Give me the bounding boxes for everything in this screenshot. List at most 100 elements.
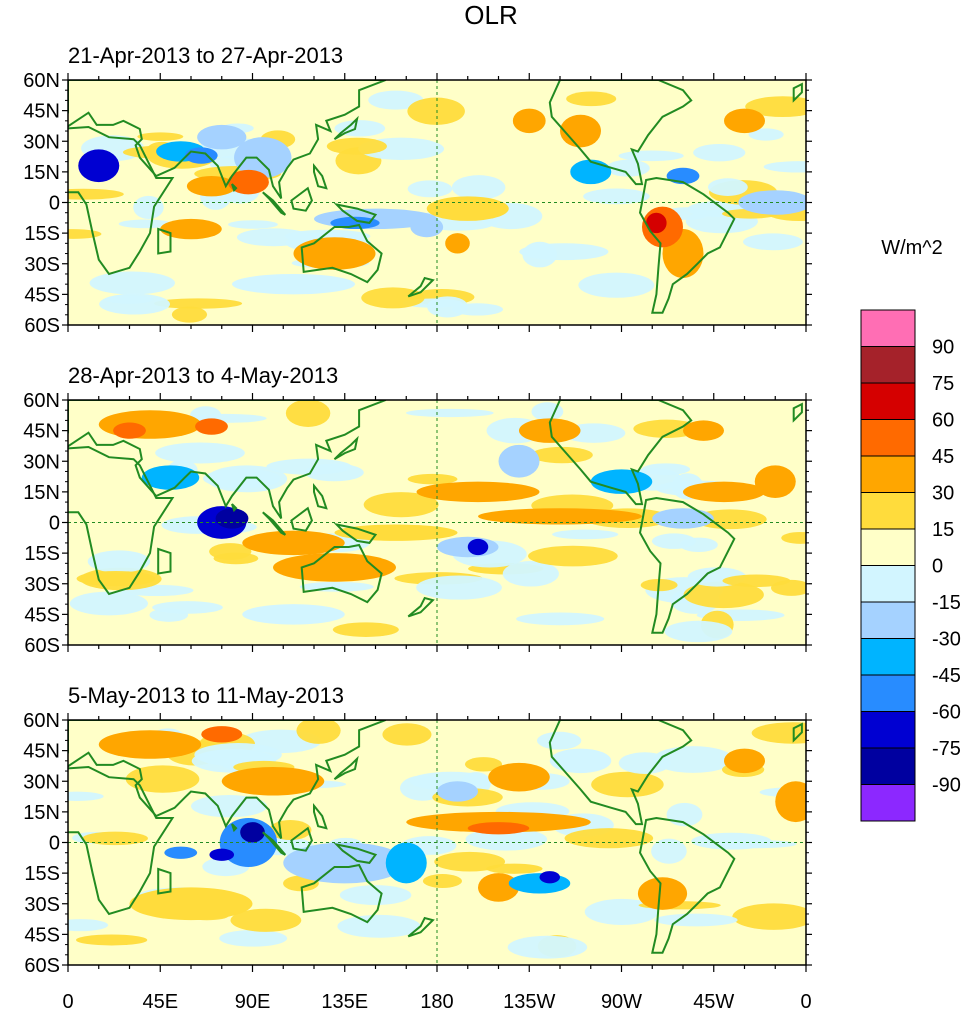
texture-cell xyxy=(536,731,582,750)
y-tick-label: 45S xyxy=(24,924,60,946)
panel-2-anomalies xyxy=(98,410,796,625)
y-tick-label: 30N xyxy=(23,131,60,153)
coastline xyxy=(157,227,172,255)
coastline xyxy=(313,162,328,190)
anomaly-region xyxy=(724,748,765,774)
coastline xyxy=(290,506,313,532)
texture-cell xyxy=(451,175,506,200)
texture-cell xyxy=(591,771,664,798)
colorbar-swatch xyxy=(860,711,916,749)
anomaly-region xyxy=(273,553,396,582)
colorbar-label: 45 xyxy=(932,446,954,468)
texture-cell xyxy=(332,622,399,637)
texture-cell xyxy=(516,612,605,626)
coastline xyxy=(231,503,238,513)
texture-cell xyxy=(745,96,806,118)
texture-cell xyxy=(578,272,655,298)
colorbar-label: -30 xyxy=(932,629,961,651)
coastline xyxy=(157,547,172,575)
colorbar-swatch xyxy=(860,492,916,530)
texture-cell xyxy=(337,914,421,938)
texture-cell xyxy=(69,591,148,616)
y-tick-label: 0 xyxy=(49,833,60,855)
coastline xyxy=(333,435,359,461)
coastline xyxy=(262,191,287,216)
texture-cell xyxy=(228,220,278,229)
anomaly-region xyxy=(478,508,642,525)
texture-cell xyxy=(618,150,684,162)
anomaly-region xyxy=(754,465,796,498)
anomaly-region xyxy=(98,730,202,759)
texture-cell xyxy=(434,851,506,872)
texture-cell xyxy=(564,828,654,849)
anomaly-region xyxy=(330,216,380,230)
coastline xyxy=(548,720,693,826)
texture-cell xyxy=(486,863,543,874)
anomaly-region xyxy=(160,218,222,240)
anomaly-region xyxy=(426,196,509,221)
panel-1: 21-Apr-2013 to 27-Apr-2013 60N 45N 30N 15N 0… xyxy=(23,43,812,337)
texture-cell xyxy=(531,402,564,421)
anomaly-region xyxy=(590,469,653,494)
anomaly-region xyxy=(549,748,612,774)
texture-cell xyxy=(89,271,175,295)
coastline xyxy=(333,202,378,224)
texture-cell xyxy=(530,446,593,464)
texture-cell xyxy=(363,492,439,518)
anomaly-region xyxy=(646,212,667,234)
colorbar-swatch xyxy=(860,601,916,639)
panel-2: 28-Apr-2013 to 4-May-2013 60N 45N 30N 15N 0 1… xyxy=(23,363,812,657)
coastline xyxy=(638,176,736,314)
texture-cell xyxy=(664,620,733,643)
anomaly-region xyxy=(201,726,243,743)
anomaly-region xyxy=(141,465,200,490)
anomaly-region xyxy=(539,871,560,884)
anomaly-region xyxy=(416,481,540,503)
colorbar-label: -15 xyxy=(932,592,961,614)
x-tick-label: 135E xyxy=(321,991,368,1013)
colorbar-swatch xyxy=(860,309,916,347)
anomaly-region xyxy=(283,842,407,884)
anomaly-region xyxy=(232,273,355,295)
colorbar-swatch xyxy=(860,346,916,384)
y-tick-label: 15N xyxy=(23,482,60,504)
anomaly-region xyxy=(478,873,519,902)
texture-cell xyxy=(651,838,687,864)
texture-cell xyxy=(194,743,282,767)
y-tick-label: 15N xyxy=(23,162,60,184)
coastline xyxy=(300,863,383,924)
y-tick-label: 30N xyxy=(23,771,60,793)
anomaly-region xyxy=(215,508,249,529)
texture-cell xyxy=(743,233,803,251)
panel-1-map xyxy=(68,80,806,325)
coastline xyxy=(333,755,359,781)
colorbar-label: 15 xyxy=(932,519,954,541)
texture-cell xyxy=(422,874,463,888)
coastline xyxy=(548,80,693,186)
y-tick-label: 15S xyxy=(24,223,60,245)
coastline xyxy=(157,867,172,895)
coastline xyxy=(290,186,313,212)
anomaly-region xyxy=(683,481,765,503)
texture-cell xyxy=(407,180,453,198)
x-tick-label: 0 xyxy=(62,991,73,1013)
texture-cell xyxy=(751,722,806,744)
coastline xyxy=(262,831,287,856)
anomaly-region xyxy=(78,149,120,183)
texture-cell xyxy=(528,545,618,567)
coastline xyxy=(68,80,387,199)
coastline xyxy=(68,445,175,596)
panel-2-title: 28-Apr-2013 to 4-May-2013 xyxy=(68,363,338,388)
coastline xyxy=(638,496,736,634)
coastline xyxy=(300,543,383,604)
y-tick-label: 15S xyxy=(24,543,60,565)
texture-cell xyxy=(522,241,558,268)
texture-cell xyxy=(654,913,738,927)
texture-cell xyxy=(748,128,784,141)
y-tick-label: 30N xyxy=(23,451,60,473)
texture-cell xyxy=(507,935,588,959)
panel-2-coastlines xyxy=(68,400,803,634)
anomaly-region xyxy=(570,159,612,185)
texture-cell xyxy=(326,137,387,155)
